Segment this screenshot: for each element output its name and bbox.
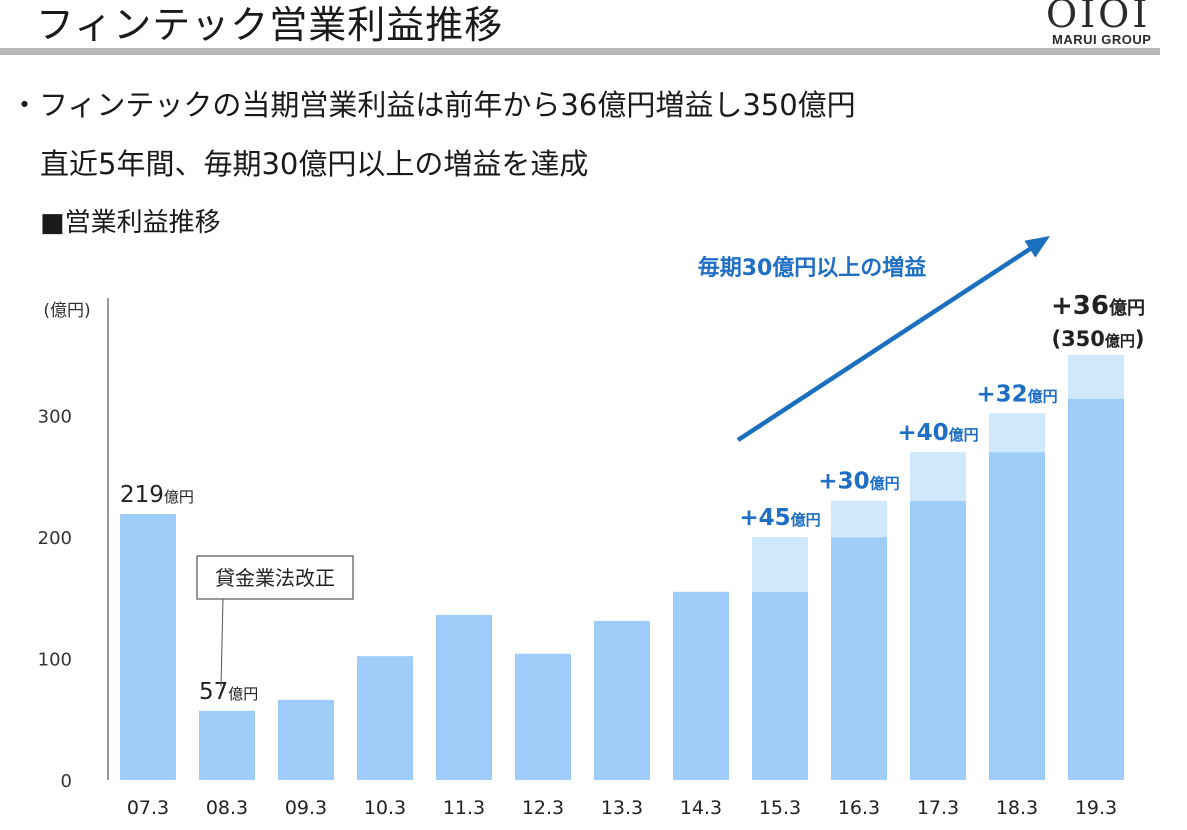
x-tick-label: 12.3	[522, 797, 564, 819]
bar	[831, 537, 887, 780]
y-tick-label: 300	[38, 407, 72, 428]
bar-increment	[752, 537, 808, 592]
trend-arrow-head	[1024, 236, 1050, 258]
bar	[278, 699, 334, 780]
x-tick-label: 16.3	[838, 797, 880, 819]
increment-label: +32億円	[976, 381, 1057, 407]
bar	[1068, 398, 1124, 780]
summary-line-1: ・フィンテックの当期営業利益は前年から36億円増益し350億円	[10, 88, 856, 122]
x-tick-label: 19.3	[1075, 797, 1117, 819]
y-tick-label: 200	[38, 528, 72, 549]
x-tick-label: 14.3	[680, 797, 722, 819]
logo-text: MARUI GROUP	[1052, 32, 1152, 47]
x-tick-label: 07.3	[127, 797, 169, 819]
y-tick-label: 0	[61, 771, 72, 792]
bar	[199, 710, 255, 780]
x-tick-label: 09.3	[285, 797, 327, 819]
title-divider	[0, 48, 1160, 55]
x-tick-label: 08.3	[206, 797, 248, 819]
increment-label: +45億円	[739, 505, 820, 531]
bar-increment	[910, 452, 966, 501]
y-tick-label: 100	[38, 650, 72, 671]
increment-label: +36億円	[1051, 291, 1145, 321]
trend-arrow-line	[736, 243, 1038, 442]
bar-increment	[1068, 355, 1124, 399]
bar-increment	[831, 500, 887, 538]
section-heading: ■営業利益推移	[40, 208, 221, 238]
increment-label: +40億円	[897, 420, 978, 446]
annotation-box	[196, 555, 354, 600]
bar	[594, 620, 650, 780]
x-tick-label: 10.3	[364, 797, 406, 819]
trend-label: 毎期30億円以上の増益	[698, 255, 927, 281]
bar	[120, 514, 176, 780]
page-title: フィンテック営業利益推移	[36, 3, 504, 47]
bar-increment	[989, 413, 1045, 453]
bar	[515, 653, 571, 780]
bar	[436, 614, 492, 780]
bar	[357, 656, 413, 780]
bar	[673, 591, 729, 780]
bar	[989, 452, 1045, 780]
annotation-leader-line	[220, 598, 224, 687]
x-tick-label: 17.3	[917, 797, 959, 819]
bar	[752, 591, 808, 780]
summary-line-2: 直近5年間、毎期30億円以上の増益を達成	[40, 147, 589, 181]
y-axis-unit-label: (億円)	[43, 301, 90, 321]
x-tick-label: 18.3	[996, 797, 1038, 819]
bar	[910, 500, 966, 780]
x-tick-label: 11.3	[443, 797, 485, 819]
marui-group-logo: OIOI MARUI GROUP	[1042, 0, 1162, 48]
x-tick-label: 15.3	[759, 797, 801, 819]
total-label: (350億円)	[1051, 327, 1144, 351]
annotation-label: 貸金業法改正	[215, 566, 335, 590]
x-tick-label: 13.3	[601, 797, 643, 819]
data-label: 219億円	[120, 482, 194, 508]
increment-label: +30億円	[818, 469, 899, 495]
logo-mark: OIOI	[1046, 0, 1151, 36]
data-label: 57億円	[199, 679, 258, 705]
